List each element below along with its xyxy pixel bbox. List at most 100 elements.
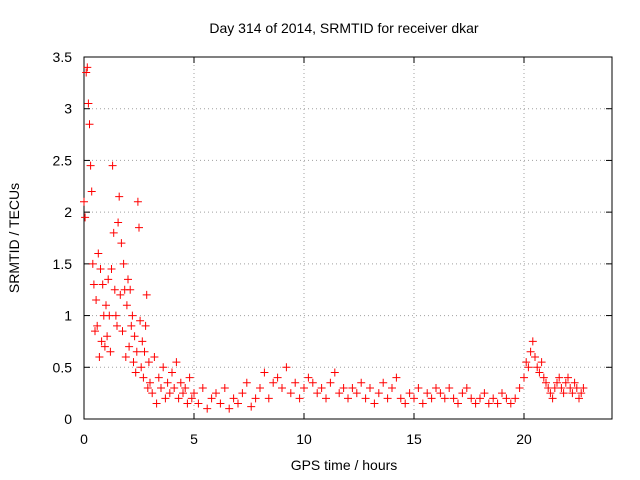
- data-point: [148, 389, 157, 398]
- data-point: [247, 402, 256, 411]
- data-point: [234, 399, 242, 408]
- data-point: [139, 373, 148, 382]
- data-point: [128, 311, 137, 320]
- data-point: [143, 383, 152, 392]
- data-point: [168, 368, 176, 377]
- grid: [84, 57, 612, 419]
- data-point: [432, 383, 440, 392]
- x-tick-label: 5: [190, 431, 198, 447]
- data-point: [114, 218, 123, 227]
- data-point: [467, 394, 476, 403]
- data-point: [97, 337, 106, 346]
- data-point: [405, 389, 414, 398]
- data-point: [524, 363, 533, 372]
- data-point: [102, 301, 110, 310]
- data-point: [103, 332, 112, 341]
- data-point: [176, 378, 185, 387]
- data-point: [86, 161, 95, 170]
- data-point: [498, 389, 506, 398]
- data-point: [190, 389, 198, 398]
- data-point: [141, 321, 150, 330]
- data-point: [555, 373, 564, 382]
- data-point: [183, 399, 192, 408]
- data-point: [115, 192, 124, 201]
- data-point: [308, 378, 317, 387]
- x-tick-label: 15: [406, 431, 422, 447]
- data-point: [546, 389, 555, 398]
- data-point: [207, 394, 216, 403]
- data-point: [194, 399, 203, 408]
- data-point: [344, 394, 352, 403]
- data-point: [132, 347, 141, 356]
- data-point: [348, 383, 357, 392]
- y-tick-label: 3: [64, 101, 72, 117]
- x-tick-label: 0: [80, 431, 88, 447]
- data-point: [121, 352, 130, 361]
- data-point: [152, 399, 161, 408]
- y-tick-label: 1: [64, 308, 72, 324]
- data-point: [520, 373, 528, 382]
- data-point: [506, 399, 515, 408]
- data-point: [146, 378, 154, 387]
- axis-ticks: 0 0.5 1 1.5 2 2.5 3 3.5 0 5 10 15 20: [53, 49, 612, 447]
- data-point: [181, 383, 190, 392]
- data-point: [374, 389, 383, 398]
- data-point: [410, 394, 418, 403]
- data-point: [161, 394, 170, 403]
- data-point: [118, 327, 127, 336]
- data-point: [436, 389, 445, 398]
- data-point: [174, 394, 183, 403]
- data-point: [104, 275, 113, 284]
- data-point: [539, 373, 548, 382]
- data-point: [98, 280, 107, 289]
- data-point: [291, 378, 300, 387]
- data-point: [108, 161, 117, 170]
- data-point: [480, 389, 489, 398]
- data-point: [335, 389, 344, 398]
- data-point: [471, 399, 480, 408]
- data-series-srmtid: [80, 63, 588, 413]
- data-point: [278, 383, 286, 392]
- data-point: [125, 342, 134, 351]
- data-point: [531, 352, 539, 361]
- data-point: [458, 389, 467, 398]
- data-point: [295, 394, 304, 403]
- data-point: [427, 394, 436, 403]
- data-point: [414, 383, 423, 392]
- data-point: [535, 368, 544, 377]
- x-tick-label: 10: [296, 431, 312, 447]
- data-point: [557, 383, 566, 392]
- data-point: [129, 358, 138, 367]
- data-point: [83, 63, 92, 72]
- data-point: [401, 399, 410, 408]
- data-point: [212, 389, 220, 398]
- data-point: [203, 404, 212, 413]
- x-axis-label: GPS time / hours: [291, 457, 398, 473]
- data-point: [220, 383, 229, 392]
- data-point: [82, 68, 91, 77]
- data-point: [392, 373, 401, 382]
- data-point: [119, 259, 128, 268]
- data-point: [137, 363, 146, 372]
- data-point: [526, 347, 535, 356]
- data-point: [238, 389, 247, 398]
- data-point: [548, 394, 557, 403]
- data-point: [94, 249, 103, 258]
- data-point: [361, 394, 370, 403]
- data-point: [418, 399, 427, 408]
- data-point: [528, 337, 537, 346]
- data-point: [502, 394, 511, 403]
- data-point: [122, 301, 131, 310]
- data-point: [157, 383, 165, 392]
- data-point: [396, 394, 405, 403]
- data-point: [154, 373, 163, 382]
- data-point: [568, 389, 577, 398]
- data-point: [124, 275, 132, 284]
- data-point: [537, 358, 546, 367]
- data-point: [93, 321, 102, 330]
- data-point: [111, 311, 120, 320]
- data-point: [109, 228, 118, 237]
- data-point: [379, 378, 388, 387]
- data-point: [533, 363, 542, 372]
